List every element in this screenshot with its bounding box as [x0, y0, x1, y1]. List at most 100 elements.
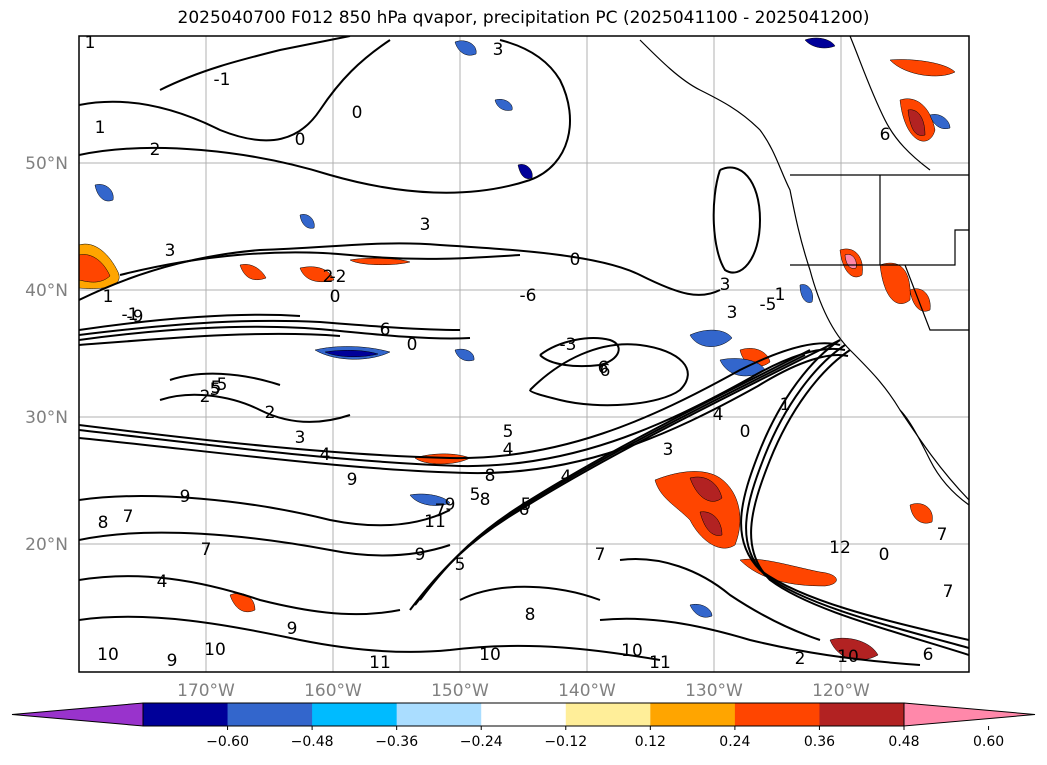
contour-label: 5 — [503, 422, 514, 442]
colorbar-segment — [143, 703, 229, 726]
contour-label: 4 — [320, 445, 331, 465]
lat-label-50n: 50°N — [25, 154, 68, 174]
contour-label: 6 — [600, 361, 611, 381]
contour-label: 0 — [295, 130, 306, 150]
contour-label: -3 — [560, 335, 577, 355]
contour-label: 11 — [424, 512, 446, 532]
contour-label: 10 — [837, 647, 859, 667]
precip-fill-patches — [79, 37, 956, 661]
contour-label: 9 — [287, 619, 298, 639]
contour-label: 10 — [204, 640, 226, 660]
plot-title: 2025040700 F012 850 hPa qvapor, precipit… — [177, 8, 870, 28]
contour-label: -1 — [214, 70, 231, 90]
contour-label: 8 — [525, 605, 536, 625]
contour-label: 5 — [217, 375, 228, 395]
colorbar-segment — [481, 703, 567, 726]
contour-label: 0 — [407, 335, 418, 355]
colorbar-segment — [396, 703, 482, 726]
contour-label: 10 — [621, 641, 643, 661]
contour-label: 12 — [829, 538, 851, 558]
colorbar-extend-high — [903, 702, 1036, 727]
contour-label: 6 — [380, 320, 391, 340]
contour-label: 3 — [663, 440, 674, 460]
colorbar-tick-label: 0.12 — [635, 734, 666, 750]
contour-label: 2 — [150, 140, 161, 160]
contour-label: 0 — [352, 103, 363, 123]
plot-area — [79, 36, 969, 672]
contour-label: 7 — [595, 545, 606, 565]
colorbar-segment — [819, 703, 905, 726]
contour-label: 3 — [493, 40, 504, 60]
contour-label: 7 — [201, 540, 212, 560]
contour-label: 7 — [435, 501, 446, 521]
contour-label: 2 — [200, 387, 211, 407]
contour-label: 4 — [713, 405, 724, 425]
contour-label: 2 — [323, 267, 334, 287]
lat-label-20n: 20°N — [25, 535, 68, 555]
contour-label: 9 — [180, 487, 191, 507]
contour-label: 7 — [943, 582, 954, 602]
contour-labels: 12103-10130-2-1203-3-6161-932-5030456563… — [85, 33, 954, 673]
contour-label: 0 — [570, 250, 581, 270]
colorbar-segment — [650, 703, 736, 726]
contour-label: 8 — [485, 466, 496, 486]
contour-label: -5 — [760, 295, 777, 315]
coastlines — [639, 36, 969, 506]
contour-label: 6 — [519, 500, 530, 520]
lon-label-170w: 170°W — [177, 681, 235, 701]
contour-label: 11 — [649, 653, 671, 673]
contour-label: 5 — [470, 485, 481, 505]
contour-label: 11 — [369, 653, 391, 673]
contour-label: 3 — [295, 428, 306, 448]
colorbar-extend-low — [11, 702, 144, 727]
contour-label: 3 — [720, 275, 731, 295]
colorbar-segment — [734, 703, 820, 726]
contour-label: 0 — [330, 287, 341, 307]
plot-border — [78, 35, 970, 673]
colorbar-tick-label: −0.12 — [544, 734, 587, 750]
contour-label: 1 — [95, 118, 106, 138]
contour-label: 9 — [415, 545, 426, 565]
colorbar-segment — [565, 703, 651, 726]
contour-label: 0 — [879, 545, 890, 565]
colorbar-border — [142, 702, 905, 727]
lon-label-150w: 150°W — [431, 681, 489, 701]
longitude-labels: 170°W 160°W 150°W 140°W 130°W 120°W — [177, 681, 870, 701]
contour-label: 1 — [780, 395, 791, 415]
colorbar-tick-label: −0.36 — [375, 734, 418, 750]
contour-label: 3 — [165, 241, 176, 261]
latitude-labels: 50°N 40°N 30°N 20°N — [25, 154, 68, 555]
colorbar-segment — [312, 703, 398, 726]
colorbar-tick-label: 0.48 — [888, 734, 919, 750]
contour-label: 7 — [123, 507, 134, 527]
contour-label: -9 — [127, 307, 144, 327]
lon-label-160w: 160°W — [304, 681, 362, 701]
contour-label: 5 — [210, 380, 221, 400]
contour-label: 10 — [97, 645, 119, 665]
contour-label: 5 — [521, 495, 532, 515]
contour-label: 2 — [265, 403, 276, 423]
contour-label: 1 — [85, 33, 96, 53]
lat-label-40n: 40°N — [25, 281, 68, 301]
contour-label: 9 — [445, 495, 456, 515]
colorbar-segment — [227, 703, 313, 726]
contour-label: 5 — [211, 378, 222, 398]
contour-label: 4 — [503, 440, 514, 460]
contour-label: 1 — [103, 287, 114, 307]
colorbar-tick-label: −0.24 — [460, 734, 503, 750]
contour-label: -2 — [330, 267, 347, 287]
contour-label: 5 — [455, 555, 466, 575]
contour-label: 0 — [740, 422, 751, 442]
contour-label: 3 — [727, 303, 738, 323]
contour-label: -1 — [122, 305, 139, 325]
lat-label-30n: 30°N — [25, 408, 68, 428]
contour-label: 6 — [598, 358, 609, 378]
lon-label-120w: 120°W — [812, 681, 870, 701]
contour-label: 9 — [167, 651, 178, 671]
colorbar-tick-label: 0.24 — [719, 734, 750, 750]
contour-label: -6 — [520, 286, 537, 306]
colorbar-tick-label: 0.60 — [973, 734, 1004, 750]
qvapor-contours — [79, 36, 969, 666]
contour-label: 8 — [98, 513, 109, 533]
